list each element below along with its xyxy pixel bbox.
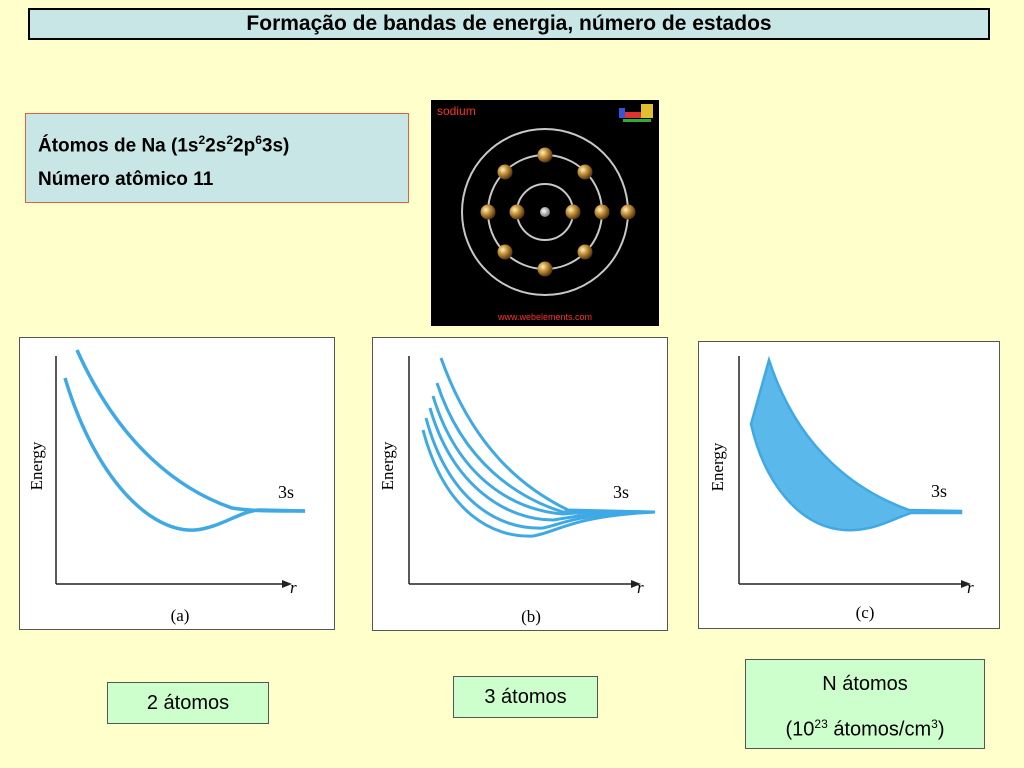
curve-3 <box>431 395 656 516</box>
periodic-table-icon <box>619 104 653 122</box>
curve-upper <box>75 349 306 513</box>
label-n-atoms: N átomos (1023 átomos/cm3) <box>745 659 985 749</box>
electron-configuration: Átomos de Na (1s22s22p63s) <box>38 122 396 162</box>
curve-4 <box>428 407 656 522</box>
nucleus <box>540 207 550 217</box>
caption: (c) <box>856 603 875 622</box>
x-axis-label: r <box>637 578 644 597</box>
config-sup-3: 6 <box>255 133 262 147</box>
bohr-model-svg: sodium www.webelements.com <box>437 104 653 322</box>
config-text-1: Átomos de Na (1s <box>38 135 199 157</box>
curve-lower <box>63 377 306 532</box>
config-text-3: 2p <box>233 135 256 157</box>
diagram-a: Energy r 3s (a) <box>19 337 335 630</box>
density-suffix: ) <box>937 718 945 741</box>
sodium-atom-image: sodium www.webelements.com <box>431 100 659 326</box>
level-label: 3s <box>278 482 294 502</box>
curve-1 <box>439 357 656 514</box>
config-text-4: 3s) <box>261 135 290 157</box>
level-label: 3s <box>931 481 947 501</box>
curve-family <box>421 357 656 538</box>
diagram-c-svg: Energy r 3s (c) <box>708 355 974 622</box>
atom-info-box: Átomos de Na (1s22s22p63s) Número atômic… <box>25 113 409 203</box>
density-exponent: 23 <box>814 717 828 731</box>
diagram-b: Energy r 3s (b) <box>372 337 668 631</box>
source-url: www.webelements.com <box>497 312 592 322</box>
x-axis-arrow <box>961 580 971 588</box>
y-axis-label: Energy <box>708 442 727 491</box>
energy-band <box>749 355 963 532</box>
atom-label: sodium <box>437 104 476 118</box>
label-2-atoms: 2 átomos <box>107 682 269 724</box>
density-unit-exponent: 3 <box>931 717 938 731</box>
atomic-number: Número atômico 11 <box>38 169 214 190</box>
y-axis-label: Energy <box>378 441 397 490</box>
page-title: Formação de bandas de energia, número de… <box>28 8 990 40</box>
diagram-c: Energy r 3s (c) <box>698 341 1000 629</box>
x-axis-arrow <box>631 580 641 588</box>
label-3-atoms: 3 átomos <box>453 676 598 718</box>
level-label: 3s <box>613 482 629 502</box>
label-n-atoms-line1: N átomos <box>822 673 908 695</box>
electrons <box>480 147 636 277</box>
config-text-2: 2s <box>205 135 227 157</box>
config-sup-2: 2 <box>226 133 233 147</box>
title-text: Formação de bandas de energia, número de… <box>246 12 772 35</box>
caption: (b) <box>521 607 541 626</box>
density-unit: átomos/cm <box>827 718 932 741</box>
y-axis-label: Energy <box>27 441 46 490</box>
caption: (a) <box>171 606 190 625</box>
x-axis-arrow <box>282 580 292 588</box>
label-n-atoms-line2: (1023 átomos/cm3) <box>786 704 945 744</box>
curve-5 <box>424 417 656 530</box>
density-prefix: (10 <box>785 718 815 741</box>
label-3-atoms-text: 3 átomos <box>484 685 567 708</box>
curve-2 <box>435 382 655 514</box>
x-axis-label: r <box>290 578 297 597</box>
diagram-b-svg: Energy r 3s (b) <box>378 356 656 626</box>
x-axis-label: r <box>967 578 974 597</box>
label-2-atoms-text: 2 átomos <box>146 691 230 714</box>
curve-6 <box>421 429 656 538</box>
diagram-a-svg: Energy r 3s (a) <box>27 349 306 625</box>
config-sup-1: 2 <box>198 133 206 147</box>
